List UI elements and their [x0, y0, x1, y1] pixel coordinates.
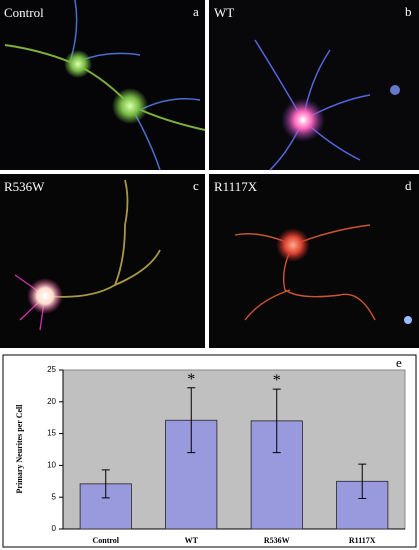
significance-mark: *	[273, 372, 281, 389]
error-bar	[101, 469, 110, 499]
panel-letter: e	[396, 355, 402, 370]
error-bar	[187, 387, 196, 454]
y-tick-label: 20	[47, 397, 56, 406]
micrograph-a: Control a	[0, 0, 206, 171]
significance-mark: *	[187, 371, 195, 388]
x-tick-label: Control	[92, 536, 119, 545]
bar-chart: 0 5 10 15 20 25 Control WT R536W R1117X * *	[47, 365, 405, 545]
bar	[79, 483, 132, 530]
y-tick-label: 25	[47, 365, 56, 374]
micrograph-b: WT b	[209, 0, 419, 171]
error-bar	[272, 388, 281, 454]
x-tick-label: R1117X	[349, 536, 376, 545]
micrograph-c: R536W c	[0, 174, 205, 348]
error-bar	[358, 463, 367, 499]
x-tick-label: WT	[185, 536, 199, 545]
y-axis-label: Primary Neurites per Cell	[15, 404, 24, 494]
y-tick-label: 15	[47, 429, 56, 438]
x-tick-label: R536W	[264, 536, 290, 545]
panel-name: Control	[4, 5, 44, 20]
y-tick-label: 0	[52, 524, 57, 533]
y-tick-label: 10	[47, 461, 56, 470]
panel-letter: d	[405, 178, 412, 193]
y-tick-label: 5	[52, 492, 57, 501]
panel-letter: b	[405, 4, 412, 19]
panel-letter: a	[193, 4, 199, 19]
panel-name: WT	[214, 5, 234, 20]
micrograph-d: R1117X d	[209, 174, 419, 348]
panel-name: R1117X	[214, 179, 258, 194]
panel-name: R536W	[4, 179, 45, 194]
panel-letter: c	[193, 178, 199, 193]
